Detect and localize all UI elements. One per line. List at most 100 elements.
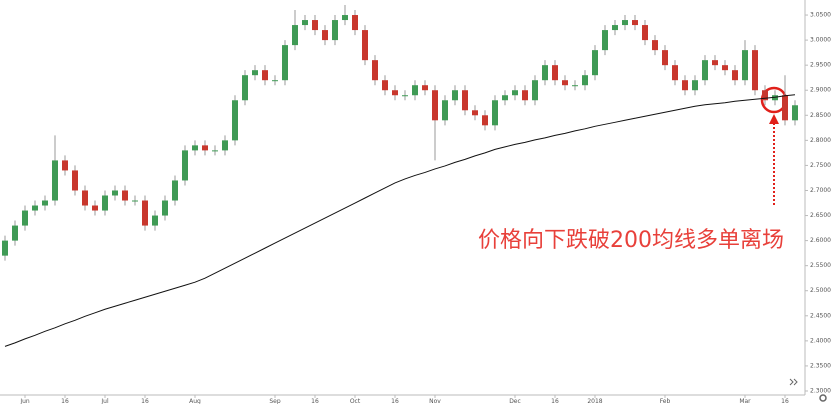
candle-body [362, 30, 368, 61]
candle-body [652, 40, 658, 51]
y-tick-label: 2.5000 [810, 287, 831, 294]
candle-body [222, 140, 228, 151]
candle-body [542, 65, 548, 81]
y-tick-label: 2.3000 [810, 387, 831, 394]
candle-body [42, 200, 48, 206]
candle-body [2, 240, 8, 256]
y-tick-label: 2.7500 [810, 162, 831, 169]
candle-body [322, 30, 328, 41]
candle-body [472, 110, 478, 116]
candle-body [212, 150, 218, 152]
x-tick-label: Nov [429, 398, 441, 404]
arrow-head [769, 114, 779, 124]
candle-body [92, 205, 98, 211]
x-tick-label: Dec [509, 398, 521, 404]
candle-body [592, 50, 598, 76]
candle-body [22, 210, 28, 226]
candle-body [632, 20, 638, 26]
candle-body [142, 200, 148, 226]
x-tick-label: Mar [739, 398, 751, 404]
y-tick-label: 2.6000 [810, 237, 831, 244]
y-tick-label: 2.8000 [810, 137, 831, 144]
candle-body [152, 215, 158, 226]
candle-body [662, 50, 668, 66]
candle-body [442, 100, 448, 121]
candle-body [12, 225, 18, 241]
x-tick-label: Sep [269, 398, 281, 404]
candle-body [582, 75, 588, 86]
candle-body [682, 80, 688, 91]
candle-body [202, 145, 208, 151]
candle-body [712, 60, 718, 66]
y-tick-label: 2.9500 [810, 62, 831, 69]
candle-body [182, 150, 188, 181]
candle-body [602, 30, 608, 51]
candle-body [462, 90, 468, 111]
candle-body [32, 205, 38, 211]
candle-body [502, 95, 508, 101]
candle-body [262, 70, 268, 81]
candle-body [732, 70, 738, 81]
candle-body [642, 25, 648, 41]
x-tick-label: 16 [311, 398, 319, 404]
candle-body [722, 65, 728, 71]
candle-body [752, 50, 758, 91]
candle-body [192, 145, 198, 151]
candle-body [112, 190, 118, 196]
y-tick-label: 2.4500 [810, 312, 831, 319]
candle-body [482, 115, 488, 126]
candle-body [82, 190, 88, 206]
candle-body [512, 90, 518, 96]
y-tick-label: 2.7000 [810, 187, 831, 194]
y-tick-label: 2.8500 [810, 112, 831, 119]
x-tick-label: 16 [391, 398, 399, 404]
candle-body [72, 170, 78, 191]
candle-body [452, 90, 458, 101]
candle-body [372, 60, 378, 81]
candle-body [402, 95, 408, 97]
y-tick-label: 2.4000 [810, 337, 831, 344]
candle-body [132, 200, 138, 202]
x-tick-label: Aug [189, 398, 201, 404]
candle-body [492, 100, 498, 126]
x-tick-label: 16 [141, 398, 149, 404]
candle-body [252, 70, 258, 76]
candle-body [422, 85, 428, 91]
candle-body [612, 25, 618, 31]
candle-body [332, 20, 338, 41]
candle-body [232, 100, 238, 141]
x-tick-label: Jun [19, 398, 30, 404]
x-tick-label: 16 [61, 398, 69, 404]
candle-body [172, 180, 178, 201]
candle-body [572, 85, 578, 87]
settings-icon[interactable] [819, 394, 827, 402]
y-tick-label: 2.3500 [810, 362, 831, 369]
scroll-icon[interactable] [789, 378, 798, 386]
candle-body [62, 160, 68, 171]
candle-body [762, 90, 768, 101]
x-tick-label: Feb [660, 398, 671, 404]
moving-average [4, 94, 796, 347]
candle-body [302, 20, 308, 26]
candle-body [102, 195, 108, 211]
candle-body [412, 85, 418, 96]
candle-body [282, 45, 288, 81]
candle-body [162, 200, 168, 216]
candle-body [562, 80, 568, 86]
x-tick-label: 2018 [587, 398, 602, 404]
candle-body [392, 90, 398, 96]
candle-body [532, 80, 538, 101]
y-tick-label: 3.0000 [810, 37, 831, 44]
candle-body [352, 15, 358, 31]
candle-body [782, 95, 788, 121]
y-tick-label: 3.0500 [810, 12, 831, 19]
candle-body [742, 50, 748, 81]
candle-body [692, 80, 698, 91]
candle-body [702, 60, 708, 81]
candle-body [382, 80, 388, 91]
x-tick-label: Oct [350, 398, 361, 404]
candle-body [672, 65, 678, 81]
candle-body [792, 105, 798, 121]
annotation: 价格向下跌破200均线多单离场 [478, 228, 784, 253]
candle-body [122, 190, 128, 201]
